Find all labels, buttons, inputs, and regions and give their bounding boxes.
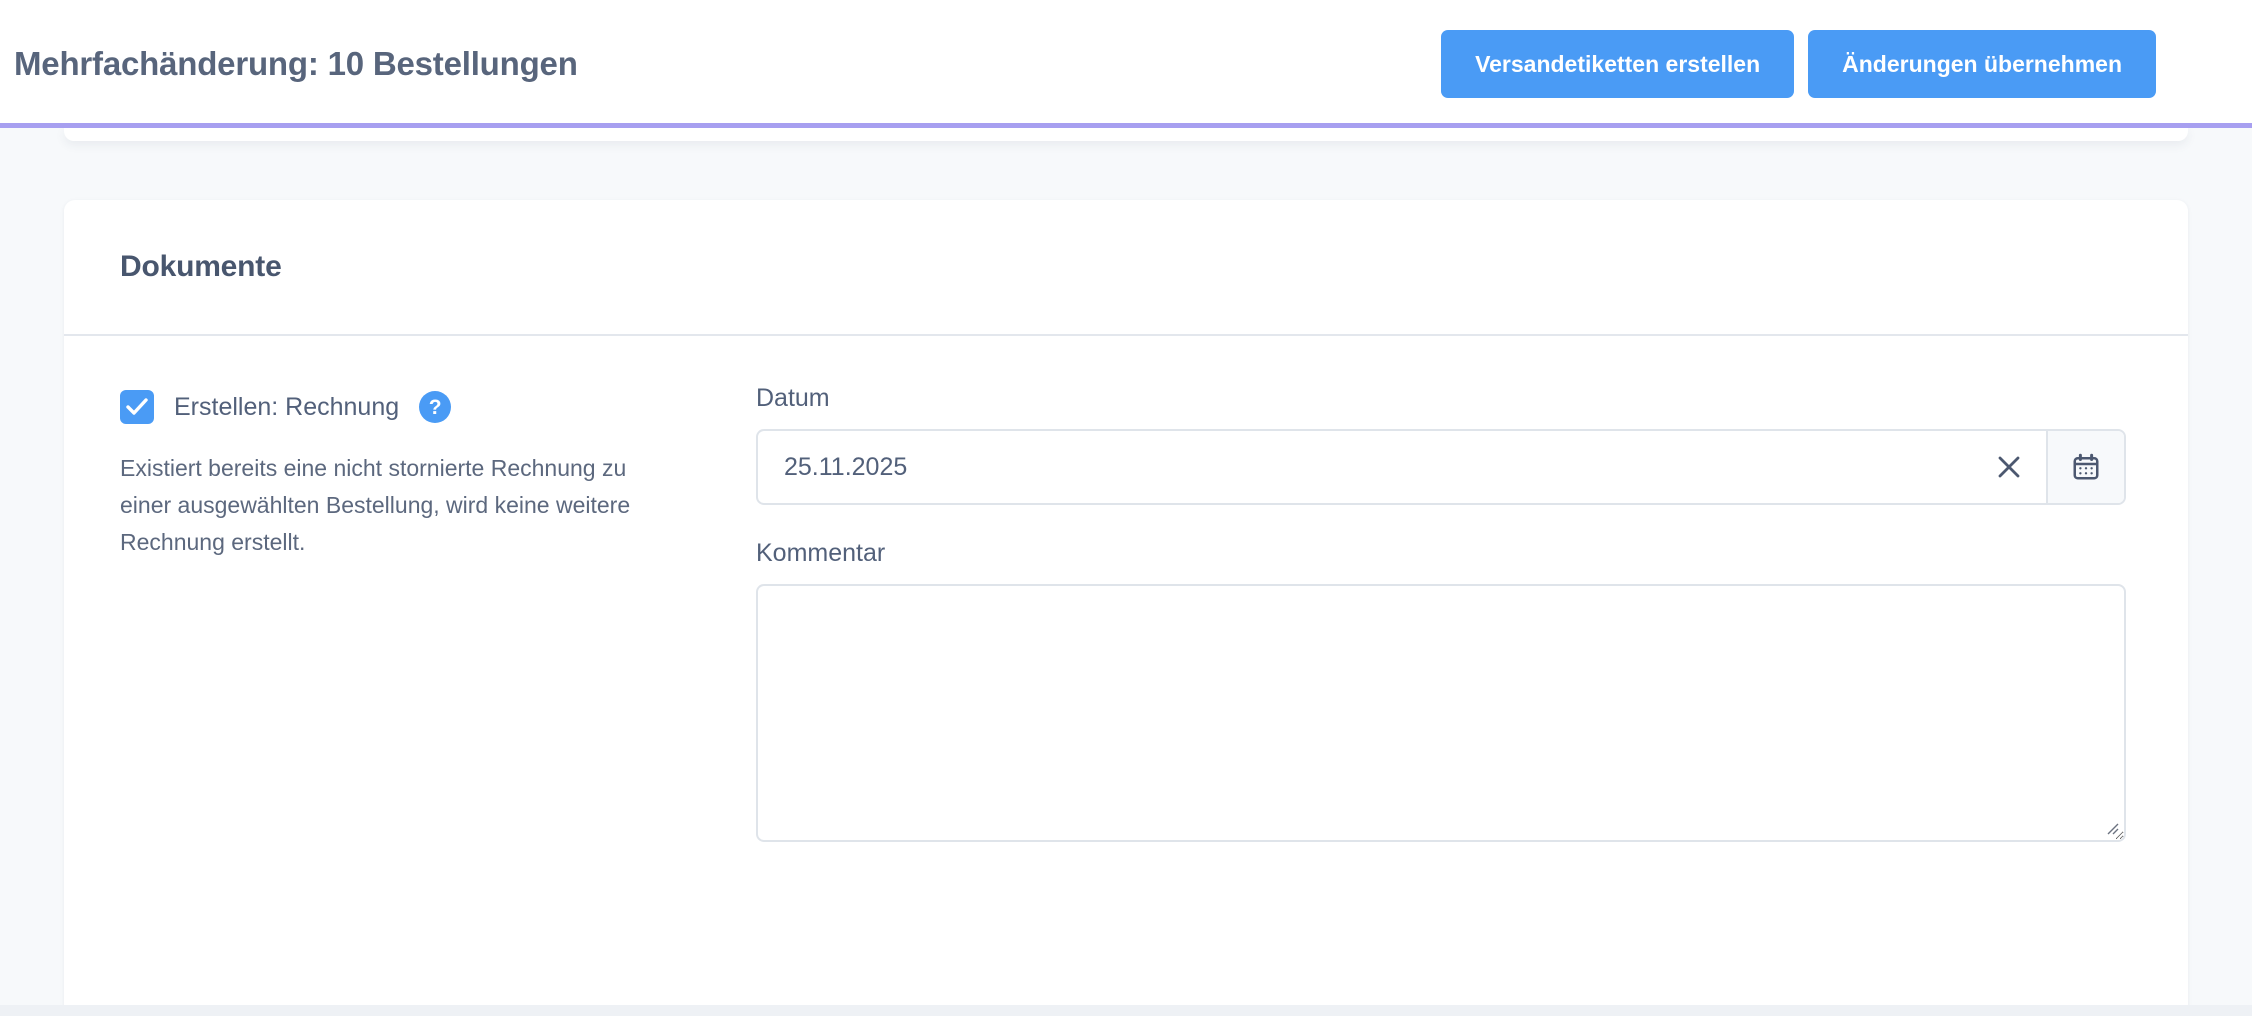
- previous-card-edge: [64, 127, 2188, 141]
- documents-card: Dokumente Erstellen: Rechnung ? Existier…: [64, 200, 2188, 1016]
- comment-textarea-wrap: [756, 584, 2126, 842]
- header-actions: Versandetiketten erstellen Änderungen üb…: [1441, 30, 2156, 98]
- help-icon[interactable]: ?: [419, 391, 452, 423]
- open-date-picker-button[interactable]: [2046, 431, 2124, 503]
- field-spacer: [756, 505, 2126, 539]
- apply-changes-button[interactable]: Änderungen übernehmen: [1808, 30, 2156, 98]
- page-content: Dokumente Erstellen: Rechnung ? Existier…: [0, 127, 2252, 1016]
- date-input-group: [756, 429, 2126, 505]
- documents-fields-column: Datum: [756, 384, 2126, 842]
- create-invoice-label: Erstellen: Rechnung: [174, 392, 400, 421]
- create-invoice-help-text: Existiert bereits eine nicht stornierte …: [120, 455, 631, 555]
- documents-options-column: Erstellen: Rechnung ? Existiert bereits …: [120, 384, 720, 842]
- create-shipping-labels-button[interactable]: Versandetiketten erstellen: [1441, 30, 1795, 98]
- page-header: Mehrfachänderung: 10 Bestellungen Versan…: [0, 0, 2252, 128]
- header-accent-rule: [0, 123, 2252, 128]
- clear-date-button[interactable]: [1972, 431, 2046, 503]
- comment-textarea[interactable]: [756, 584, 2126, 842]
- create-invoice-row: Erstellen: Rechnung ?: [120, 390, 720, 424]
- close-icon: [1998, 456, 2020, 478]
- page-footer-strip: [0, 1005, 2252, 1016]
- documents-card-header: Dokumente: [64, 200, 2188, 336]
- documents-card-title: Dokumente: [120, 250, 282, 283]
- date-input[interactable]: [758, 431, 1972, 503]
- create-invoice-checkbox[interactable]: [120, 390, 154, 424]
- page-title: Mehrfachänderung: 10 Bestellungen: [14, 45, 578, 82]
- checkmark-icon: [126, 398, 148, 415]
- documents-card-body: Erstellen: Rechnung ? Existiert bereits …: [64, 336, 2188, 842]
- date-field-label: Datum: [756, 384, 830, 412]
- calendar-icon: [2073, 453, 2099, 480]
- comment-field-label: Kommentar: [756, 539, 886, 567]
